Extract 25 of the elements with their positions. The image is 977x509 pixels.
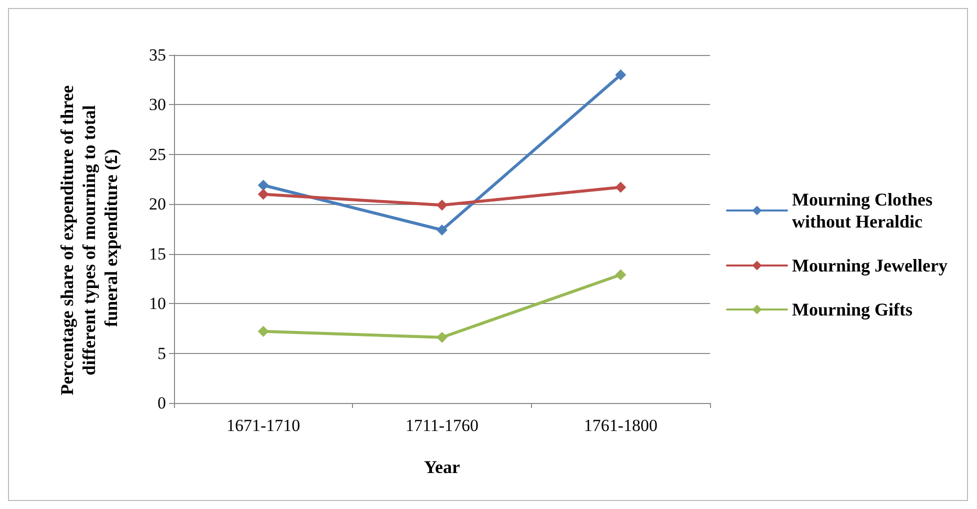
y-tick-label: 0 [158,394,166,412]
y-tick-label: 25 [149,144,166,164]
point [258,188,269,200]
y-tick-label: 30 [149,95,166,114]
point [258,180,269,191]
point [258,326,269,337]
x-axis-title: Year [424,457,460,477]
x-tick-label: 1711-1760 [405,416,479,435]
legend-label: Mourning Jewellery [792,256,948,276]
y-tick-label: 5 [158,344,166,363]
y-tick-label: 35 [149,46,166,64]
point [615,182,626,193]
y-tick-label: 10 [149,294,166,314]
point [436,224,448,236]
x-tick-label: 1761-1800 [584,416,658,435]
y-tick-label: 20 [149,194,166,214]
legend-label: Mourning Clothes without Heraldic [792,190,938,232]
point [615,269,626,280]
y-tick-label: 15 [149,244,166,264]
point [436,200,448,211]
y-axis-title: Percentage share of expenditure of three different types of mourning to total funeral expenditure (£) [57,80,121,396]
x-tick-label: 1671-1710 [226,416,300,435]
point [436,332,448,343]
point [615,69,626,80]
legend-label: Mourning Gifts [792,300,913,320]
